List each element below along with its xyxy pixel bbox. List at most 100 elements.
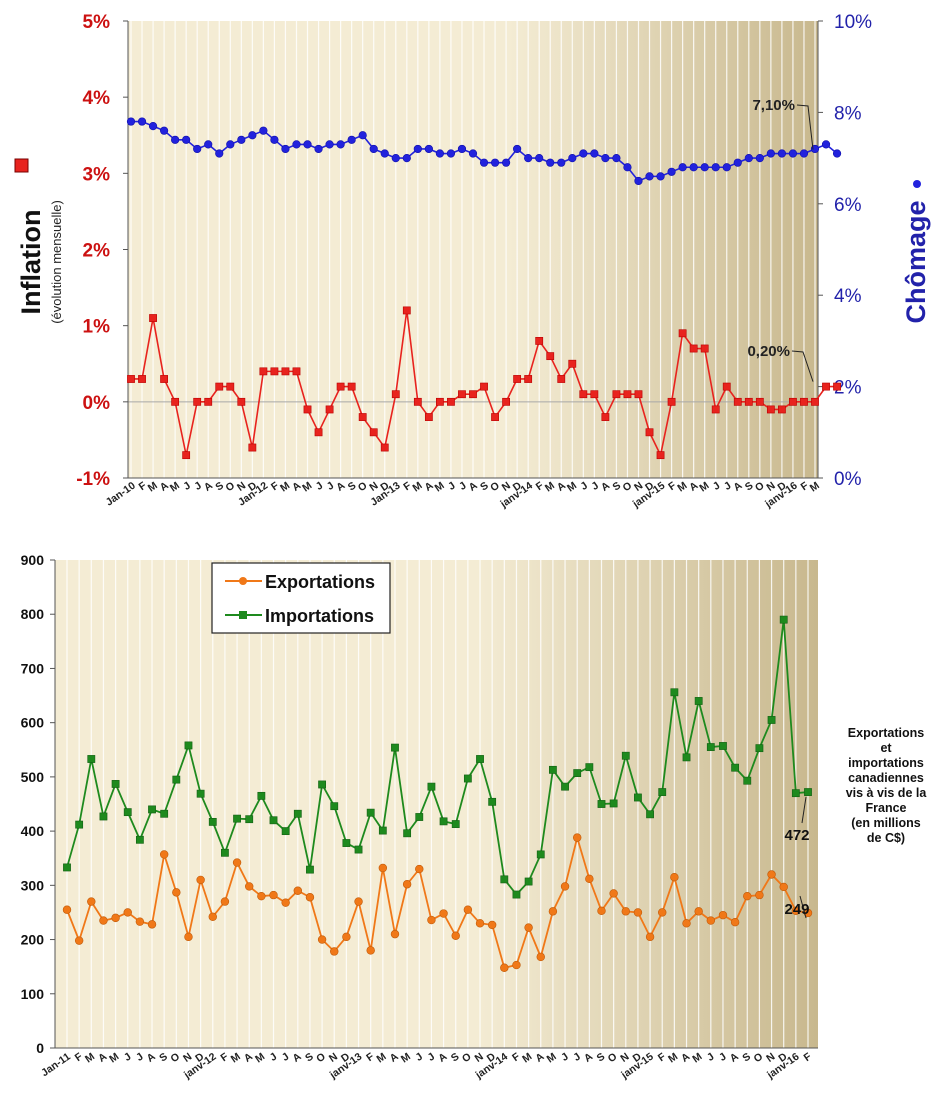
x-tick-label: J bbox=[425, 1051, 437, 1064]
chomage-point bbox=[612, 154, 621, 163]
importations-point bbox=[160, 809, 169, 818]
chomage-point bbox=[667, 167, 676, 176]
inflation-point bbox=[171, 397, 180, 406]
exportations-point bbox=[184, 932, 193, 942]
chomage-point bbox=[468, 149, 478, 158]
exportations-point bbox=[730, 918, 740, 927]
importations-point bbox=[293, 809, 302, 818]
importations-point bbox=[585, 763, 594, 772]
exportations-point bbox=[621, 907, 630, 916]
importations-point bbox=[427, 782, 436, 791]
importations-point bbox=[148, 805, 156, 814]
exportations-point bbox=[597, 906, 606, 916]
exportations-point bbox=[767, 870, 776, 879]
importations-point bbox=[634, 793, 642, 802]
chomage-point bbox=[358, 131, 367, 140]
y-tick-label: 300 bbox=[21, 877, 45, 893]
exportations-point bbox=[475, 919, 485, 928]
exportations-point bbox=[99, 916, 108, 925]
importations-point bbox=[63, 863, 71, 872]
importations-point bbox=[245, 815, 254, 824]
inflation-point bbox=[822, 382, 830, 391]
inflation-point bbox=[656, 451, 665, 460]
chomage-point bbox=[270, 135, 279, 144]
chomage-point bbox=[457, 144, 467, 154]
inflation-point bbox=[447, 397, 455, 406]
x-tick-label: J bbox=[717, 1051, 729, 1064]
importations-point bbox=[524, 877, 533, 886]
exportations-point bbox=[560, 882, 570, 891]
inflation-point bbox=[557, 375, 566, 383]
chomage-point bbox=[204, 140, 213, 149]
exportations-point bbox=[512, 960, 521, 970]
inflation-point bbox=[667, 397, 676, 406]
importations-point bbox=[439, 817, 448, 826]
y-tick-label: 100 bbox=[21, 986, 45, 1002]
chomage-point bbox=[557, 158, 566, 167]
inflation-point bbox=[645, 428, 654, 437]
chomage-point bbox=[336, 140, 345, 149]
importations-point bbox=[682, 753, 691, 762]
chomage-point bbox=[215, 149, 224, 158]
inflation-point bbox=[623, 390, 632, 399]
chomage-point bbox=[281, 144, 290, 154]
chomage-point bbox=[744, 154, 753, 163]
exportations-point bbox=[536, 952, 545, 962]
chomage-point bbox=[446, 149, 456, 158]
importations-point bbox=[172, 775, 181, 784]
chomage-point bbox=[126, 117, 136, 126]
y-tick-label: 700 bbox=[21, 660, 45, 676]
importations-point bbox=[330, 802, 339, 811]
exportations-point bbox=[694, 907, 703, 916]
inflation-point bbox=[755, 397, 764, 406]
inflation-point bbox=[369, 428, 378, 437]
inflation-point bbox=[314, 428, 323, 437]
importations-point bbox=[731, 763, 740, 772]
importations-point bbox=[488, 797, 497, 806]
importations-point bbox=[476, 755, 484, 763]
importations-point bbox=[123, 808, 132, 817]
x-tick-label: M bbox=[375, 1050, 389, 1065]
importations-callout-line bbox=[801, 796, 807, 824]
x-tick-label: F bbox=[802, 1050, 815, 1064]
exportations-point bbox=[172, 888, 181, 897]
exportations-point bbox=[451, 931, 460, 940]
inflation-point bbox=[601, 413, 610, 421]
y-tick-label: 0 bbox=[36, 1040, 44, 1056]
inflation-point bbox=[778, 405, 786, 414]
exportations-last-value-label: 249 bbox=[784, 901, 809, 918]
exportations-point bbox=[609, 889, 618, 898]
importations-point bbox=[646, 810, 654, 819]
importations-point bbox=[391, 743, 399, 752]
exportations-point bbox=[548, 907, 558, 916]
importations-point bbox=[573, 769, 582, 777]
inflation-point bbox=[513, 375, 522, 383]
importations-point bbox=[512, 890, 521, 899]
inflation-point bbox=[811, 397, 819, 406]
chomage-point bbox=[314, 144, 323, 154]
exportations-point bbox=[317, 935, 327, 944]
exportations-point bbox=[633, 908, 643, 917]
chomage-point bbox=[689, 163, 698, 172]
exportations-point bbox=[269, 890, 278, 900]
x-tick-label: O bbox=[752, 1051, 766, 1066]
exportations-point bbox=[791, 906, 801, 916]
x-tick-label: J bbox=[457, 480, 469, 493]
chomage-point bbox=[524, 154, 533, 163]
chomage-point bbox=[413, 144, 422, 154]
chomage-point bbox=[171, 135, 180, 144]
exportations-point bbox=[330, 947, 339, 956]
y-axis-subtitle-text: (évolution mensuelle) bbox=[49, 200, 64, 324]
y-tick-label: 400 bbox=[21, 823, 45, 839]
x-tick-label: M bbox=[83, 1050, 97, 1065]
y-tick-label: 500 bbox=[21, 769, 45, 785]
chomage-point bbox=[722, 163, 731, 172]
inflation-last-value-label: 0,20% bbox=[747, 343, 790, 360]
exportations-point bbox=[718, 910, 728, 920]
chomage-point bbox=[678, 163, 687, 172]
importations-point bbox=[257, 791, 266, 800]
y-tick-label: 2% bbox=[83, 241, 111, 262]
x-tick-label: J bbox=[559, 1051, 571, 1064]
exportations-point bbox=[706, 916, 716, 925]
